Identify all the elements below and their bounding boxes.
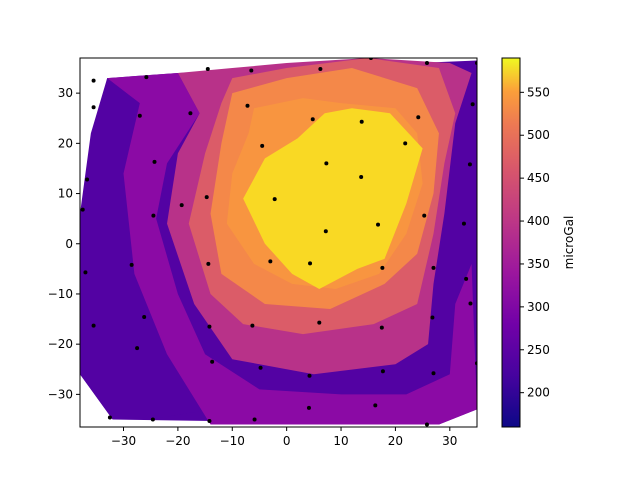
station-point bbox=[431, 371, 436, 376]
y-tick-label: −20 bbox=[48, 337, 73, 351]
station-point bbox=[424, 422, 429, 427]
station-point bbox=[422, 213, 427, 218]
station-point bbox=[258, 365, 263, 370]
x-tick-label: −20 bbox=[165, 434, 190, 448]
station-point bbox=[461, 221, 466, 226]
station-point bbox=[307, 373, 312, 378]
y-tick-label: −30 bbox=[48, 387, 73, 401]
y-tick-label: 20 bbox=[58, 136, 73, 150]
station-point bbox=[91, 78, 96, 83]
x-axis: −30 −20 −10 0 10 20 30 bbox=[111, 427, 457, 448]
x-tick-label: 30 bbox=[442, 434, 457, 448]
colorbar-label: microGal bbox=[562, 216, 576, 270]
station-point bbox=[430, 315, 435, 320]
station-point bbox=[403, 141, 408, 146]
station-point bbox=[268, 259, 273, 264]
y-tick-label: 30 bbox=[58, 86, 73, 100]
station-point bbox=[464, 276, 469, 281]
x-tick-label: 0 bbox=[283, 434, 291, 448]
station-point bbox=[359, 174, 364, 179]
station-point bbox=[416, 115, 421, 120]
station-point bbox=[210, 359, 215, 364]
station-point bbox=[379, 325, 384, 330]
station-point bbox=[373, 403, 378, 408]
station-point bbox=[179, 203, 184, 208]
colorbar-tick-label: 350 bbox=[527, 257, 550, 271]
station-point bbox=[376, 222, 381, 227]
station-point bbox=[204, 195, 209, 200]
station-point bbox=[207, 418, 212, 423]
station-point bbox=[150, 417, 155, 422]
station-point bbox=[324, 161, 329, 166]
station-point bbox=[380, 265, 385, 270]
contour-band-8 bbox=[243, 108, 423, 289]
station-point bbox=[83, 270, 88, 275]
contour-band-1 bbox=[80, 78, 211, 420]
colorbar-tick-label: 500 bbox=[527, 128, 550, 142]
contour-band-3 bbox=[107, 73, 477, 425]
station-point bbox=[188, 111, 193, 116]
station-point bbox=[260, 143, 265, 148]
station-point bbox=[380, 369, 385, 374]
station-point bbox=[252, 417, 257, 422]
station-point bbox=[467, 162, 472, 167]
x-tick-label: −30 bbox=[111, 434, 136, 448]
station-point bbox=[137, 113, 142, 118]
colorbar-tick-label: 300 bbox=[527, 300, 550, 314]
contour-bands bbox=[80, 58, 477, 425]
y-tick-label: 0 bbox=[65, 237, 73, 251]
station-point bbox=[107, 415, 112, 420]
station-point bbox=[245, 103, 250, 108]
station-point bbox=[91, 323, 96, 328]
station-point bbox=[470, 102, 475, 107]
station-point bbox=[144, 75, 149, 80]
station-point bbox=[310, 117, 315, 122]
station-point bbox=[152, 159, 157, 164]
station-point bbox=[424, 61, 429, 66]
station-point bbox=[306, 405, 311, 410]
colorbar-tick-label: 400 bbox=[527, 214, 550, 228]
colorbar-tick-label: 450 bbox=[527, 171, 550, 185]
station-point bbox=[151, 213, 156, 218]
station-point bbox=[205, 67, 210, 72]
station-point bbox=[207, 324, 212, 329]
station-point bbox=[272, 197, 277, 202]
station-point bbox=[80, 207, 85, 212]
colorbar-tick-label: 200 bbox=[527, 386, 550, 400]
x-tick-label: 20 bbox=[388, 434, 403, 448]
colorbar-tick-label: 550 bbox=[527, 85, 550, 99]
colorbar-gradient bbox=[501, 57, 521, 428]
y-tick-label: −10 bbox=[48, 287, 73, 301]
x-tick-label: 10 bbox=[333, 434, 348, 448]
station-point bbox=[468, 301, 473, 306]
station-point bbox=[359, 119, 364, 124]
station-point bbox=[308, 261, 313, 266]
station-point bbox=[318, 67, 323, 72]
y-tick-label: 10 bbox=[58, 187, 73, 201]
station-point bbox=[85, 177, 90, 182]
station-point bbox=[135, 346, 140, 351]
colorbar: 200 250 300 350 400 450 500 550 bbox=[501, 57, 550, 428]
colorbar-tick-label: 250 bbox=[527, 343, 550, 357]
station-point bbox=[431, 265, 436, 270]
station-point bbox=[129, 262, 134, 267]
station-point bbox=[323, 229, 328, 234]
station-point bbox=[91, 105, 96, 110]
station-point bbox=[142, 315, 147, 320]
station-point bbox=[317, 320, 322, 325]
y-axis: −30 −20 −10 0 10 20 30 bbox=[48, 86, 80, 401]
station-point bbox=[250, 323, 255, 328]
station-point bbox=[206, 261, 211, 266]
plot-frame bbox=[79, 57, 478, 428]
station-point bbox=[249, 68, 254, 73]
x-tick-label: −10 bbox=[220, 434, 245, 448]
